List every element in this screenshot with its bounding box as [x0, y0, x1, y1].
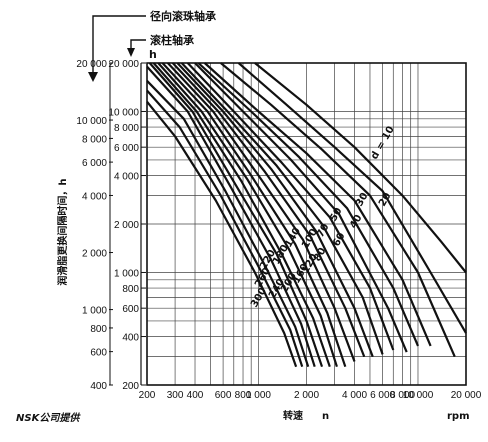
bearing-bore-curve	[146, 80, 310, 368]
roller-y-tick-label: 6 000	[114, 143, 139, 154]
roller-y-tick-label: 2 000	[114, 220, 139, 231]
roller-y-tick-label: 4 000	[114, 172, 139, 183]
bearing-bore-curve	[146, 89, 304, 368]
ball-y-tick-label: 10 000	[76, 116, 107, 127]
axis-header-arrows	[88, 15, 146, 82]
roller-y-tick-label: 400	[122, 333, 139, 344]
bearing-bore-curve	[203, 62, 432, 347]
bearing-bore-curve	[176, 62, 374, 357]
x-tick-label: 1 000	[246, 390, 271, 401]
roller-header-arrowhead	[127, 48, 135, 57]
plot-frame	[146, 62, 467, 386]
y-unit-label: h	[149, 48, 157, 61]
ball-header-arrowhead	[88, 72, 98, 82]
bearing-bore-curve	[254, 62, 467, 274]
x-tick-label: 200	[139, 390, 156, 401]
bearing-bore-curve	[166, 62, 356, 362]
ball-y-tick-label: 8 000	[82, 134, 107, 145]
x-axis-unit: rpm	[447, 411, 470, 422]
bearing-bore-curve	[237, 62, 467, 334]
x-tick-label: 6 000	[370, 390, 395, 401]
y-axis-label: 润滑脂更换间隔时间，h	[56, 178, 69, 285]
bearing-bore-curve	[186, 62, 395, 351]
bearing-bore-curve	[148, 62, 324, 368]
ball-y-tick-label: 20 000	[76, 59, 107, 70]
x-tick-label: 2 000	[294, 390, 319, 401]
ball-y-tick-label: 600	[90, 348, 107, 359]
roller-y-tick-label: 20 000	[108, 59, 139, 70]
x-tick-label: 10 000	[403, 390, 434, 401]
x-tick-label: 400	[187, 390, 204, 401]
ball-y-tick-label: 400	[90, 381, 107, 392]
roller-y-tick-label: 8 000	[114, 123, 139, 134]
bearing-bore-curve	[171, 62, 366, 358]
bearing-bore-curve	[152, 62, 331, 368]
ball-y-tick-label: 6 000	[82, 158, 107, 169]
x-tick-label: 20 000	[451, 390, 482, 401]
x-tick-label: 4 000	[342, 390, 367, 401]
bearing-bore-curve	[197, 62, 420, 347]
roller-y-tick-label: 200	[122, 381, 139, 392]
roller-bearing-axis-header: 滚柱轴承	[150, 33, 195, 47]
roller-y-tick-label: 800	[122, 284, 139, 295]
x-tick-label: 300	[167, 390, 184, 401]
roller-y-tick-label: 10 000	[108, 107, 139, 118]
x-tick-label: 600	[215, 390, 232, 401]
bearing-bore-curve	[161, 62, 347, 368]
roller-y-tick-label: 600	[122, 304, 139, 315]
bearing-bore-curve	[220, 62, 456, 358]
bearing-bore-curve	[146, 101, 298, 368]
x-axis-label: 转速	[283, 409, 303, 422]
x-tick-label: 8 000	[390, 390, 415, 401]
source-credit: NSK公司提供	[16, 412, 81, 424]
ball-header-arrow-line	[92, 15, 146, 78]
bearing-bore-curve	[194, 62, 408, 353]
ball-y-tick-label: 800	[90, 324, 107, 335]
ball-y-tick-label: 2 000	[82, 249, 107, 260]
bearing-bore-curve	[180, 62, 384, 355]
x-axis-symbol: n	[322, 411, 329, 422]
bearing-bore-curve	[157, 62, 338, 368]
bearing-bore-curve	[146, 65, 316, 368]
ball-y-tick-label: 1 000	[82, 306, 107, 317]
ball-bearing-axis-header: 径向滚珠轴承	[150, 9, 217, 23]
ball-y-tick-label: 4 000	[82, 191, 107, 202]
x-tick-label: 800	[235, 390, 252, 401]
roller-y-tick-label: 1 000	[114, 268, 139, 279]
